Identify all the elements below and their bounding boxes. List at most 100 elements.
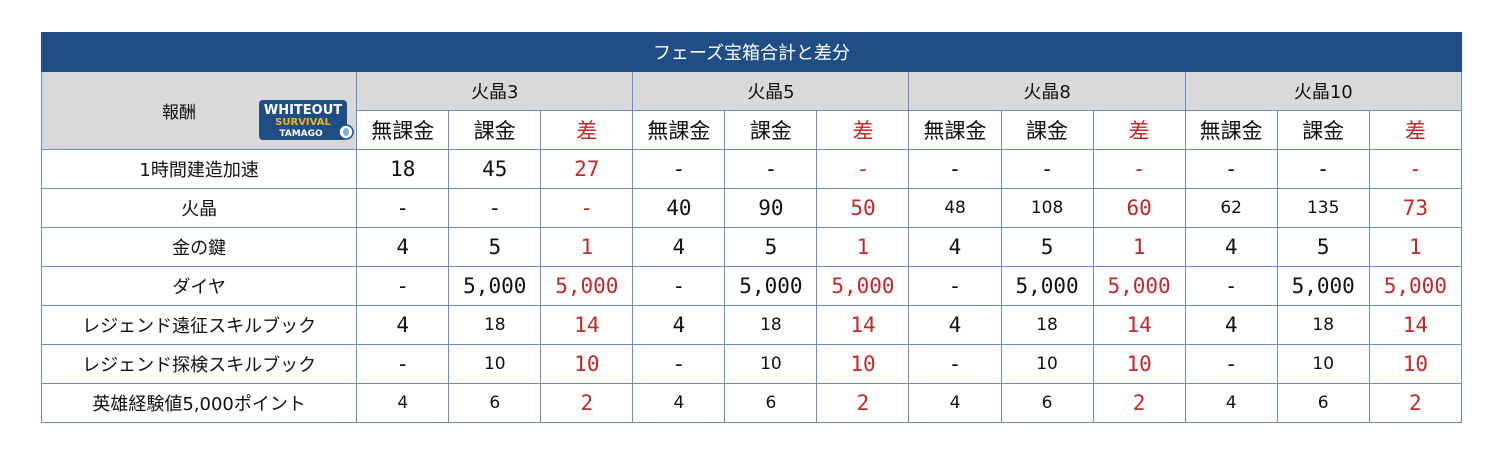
free-player-value: - <box>356 188 450 228</box>
paid-player-value: 5,000 <box>448 266 542 306</box>
group-header-1: 火晶3 <box>356 71 634 111</box>
paid-player-value: 10 <box>1276 344 1370 384</box>
paid-player-value: 18 <box>448 305 542 345</box>
table-title: フェーズ宝箱合計と差分 <box>41 32 1462 72</box>
paid-player-value: 10 <box>1000 344 1094 384</box>
free-player-value: 48 <box>908 188 1002 228</box>
group-header-4: 火晶10 <box>1184 71 1463 111</box>
free-player-value: 4 <box>1184 383 1278 423</box>
free-player-value: - <box>632 344 726 384</box>
paid-player-value: - <box>448 188 542 228</box>
difference-value: 10 <box>816 344 910 384</box>
paid-player-value: 18 <box>1000 305 1094 345</box>
free-player-value: 4 <box>632 305 726 345</box>
difference-value: 2 <box>816 383 910 423</box>
paid-player-value: 135 <box>1276 188 1370 228</box>
difference-value: - <box>540 188 634 228</box>
reward-name: ダイヤ <box>40 266 358 306</box>
difference-value: 5,000 <box>540 266 634 306</box>
table-row: 火晶 - - -40 90 50 48 108 60 62 135 73 <box>40 188 1463 228</box>
free-player-value: - <box>908 266 1002 306</box>
free-player-value: - <box>632 149 726 189</box>
svg-text:SURVIVAL: SURVIVAL <box>275 117 331 128</box>
paid-player-value: 5 <box>448 227 542 267</box>
paid-player-value: 18 <box>1276 305 1370 345</box>
reward-name: 1時間建造加速 <box>40 149 358 189</box>
free-player-value: 4 <box>1184 227 1278 267</box>
difference-value: 5,000 <box>816 266 910 306</box>
free-player-value: 4 <box>356 305 450 345</box>
table-row: 英雄経験値5,000ポイント 4 6 2 4 6 2 4 6 2 4 6 2 <box>40 383 1463 423</box>
difference-value: 2 <box>540 383 634 423</box>
reward-name: レジェンド探検スキルブック <box>40 344 358 384</box>
table-row: レジェンド探検スキルブック -10 10-10 10-10 10-10 10 <box>40 344 1463 384</box>
paid-player-value: - <box>1276 149 1370 189</box>
free-player-value: 4 <box>632 227 726 267</box>
difference-value: 2 <box>1092 383 1186 423</box>
reward-header: 報酬 <box>162 103 196 123</box>
difference-header: 差 <box>816 110 910 150</box>
difference-value: 1 <box>1368 227 1463 267</box>
reward-name: 金の鍵 <box>40 227 358 267</box>
whiteout-survival-tamago-logo: WHITEOUT SURVIVAL TAMAGO <box>259 100 354 140</box>
difference-value: - <box>816 149 910 189</box>
difference-value: 14 <box>1092 305 1186 345</box>
reward-name: レジェンド遠征スキルブック <box>40 305 358 345</box>
paid-player-value: - <box>1000 149 1094 189</box>
table-row: 金の鍵 4 5 1 4 5 1 4 5 1 4 5 1 <box>40 227 1463 267</box>
paid-player-value: - <box>724 149 818 189</box>
phase-chest-table-container: フェーズ宝箱合計と差分 報酬 WHITEOUT SURVIVAL TAMAGO … <box>40 32 1463 423</box>
paid-player-value: 90 <box>724 188 818 228</box>
difference-value: - <box>1092 149 1186 189</box>
free-player-value: - <box>1184 344 1278 384</box>
svg-text:WHITEOUT: WHITEOUT <box>264 103 342 118</box>
difference-value: - <box>1368 149 1463 189</box>
paid-player-value: 5 <box>1000 227 1094 267</box>
phase-chest-table: フェーズ宝箱合計と差分 報酬 WHITEOUT SURVIVAL TAMAGO … <box>40 32 1463 423</box>
paid-player-value: 45 <box>448 149 542 189</box>
paid-player-value: 5,000 <box>1276 266 1370 306</box>
difference-value: 1 <box>816 227 910 267</box>
difference-value: 5,000 <box>1092 266 1186 306</box>
paid-player-value: 5,000 <box>1000 266 1094 306</box>
free-player-value: - <box>632 266 726 306</box>
free-player-header: 無課金 <box>356 110 450 150</box>
difference-value: 10 <box>1368 344 1463 384</box>
table-row: 1時間建造加速 18 45 27- - - - - - - - - <box>40 149 1463 189</box>
paid-player-value: 5 <box>724 227 818 267</box>
difference-value: 73 <box>1368 188 1463 228</box>
difference-value: 50 <box>816 188 910 228</box>
group-header-3: 火晶8 <box>908 71 1186 111</box>
reward-name: 火晶 <box>40 188 358 228</box>
paid-player-value: 10 <box>448 344 542 384</box>
difference-value: 27 <box>540 149 634 189</box>
paid-player-value: 5 <box>1276 227 1370 267</box>
free-player-value: 40 <box>632 188 726 228</box>
free-player-value: - <box>356 344 450 384</box>
free-player-value: - <box>908 149 1002 189</box>
free-player-header: 無課金 <box>1184 110 1278 150</box>
free-player-header: 無課金 <box>908 110 1002 150</box>
free-player-value: 4 <box>632 383 726 423</box>
difference-header: 差 <box>540 110 634 150</box>
free-player-value: - <box>356 266 450 306</box>
free-player-value: - <box>1184 149 1278 189</box>
difference-value: 14 <box>540 305 634 345</box>
paid-player-header: 課金 <box>724 110 818 150</box>
difference-value: 10 <box>1092 344 1186 384</box>
table-row: レジェンド遠征スキルブック 4 18 14 4 18 14 4 18 14 4 18 14 <box>40 305 1463 345</box>
table-row: ダイヤ -5,000 5,000-5,000 5,000-5,000 5,000-5,0… <box>40 266 1463 306</box>
difference-value: 14 <box>816 305 910 345</box>
paid-player-value: 6 <box>1000 383 1094 423</box>
paid-player-value: 10 <box>724 344 818 384</box>
difference-value: 2 <box>1368 383 1463 423</box>
free-player-header: 無課金 <box>632 110 726 150</box>
reward-name: 英雄経験値5,000ポイント <box>40 383 358 423</box>
difference-value: 1 <box>540 227 634 267</box>
free-player-value: 4 <box>1184 305 1278 345</box>
free-player-value: 4 <box>356 227 450 267</box>
difference-value: 60 <box>1092 188 1186 228</box>
group-header-2: 火晶5 <box>632 71 910 111</box>
difference-header: 差 <box>1368 110 1463 150</box>
free-player-value: 4 <box>356 383 450 423</box>
